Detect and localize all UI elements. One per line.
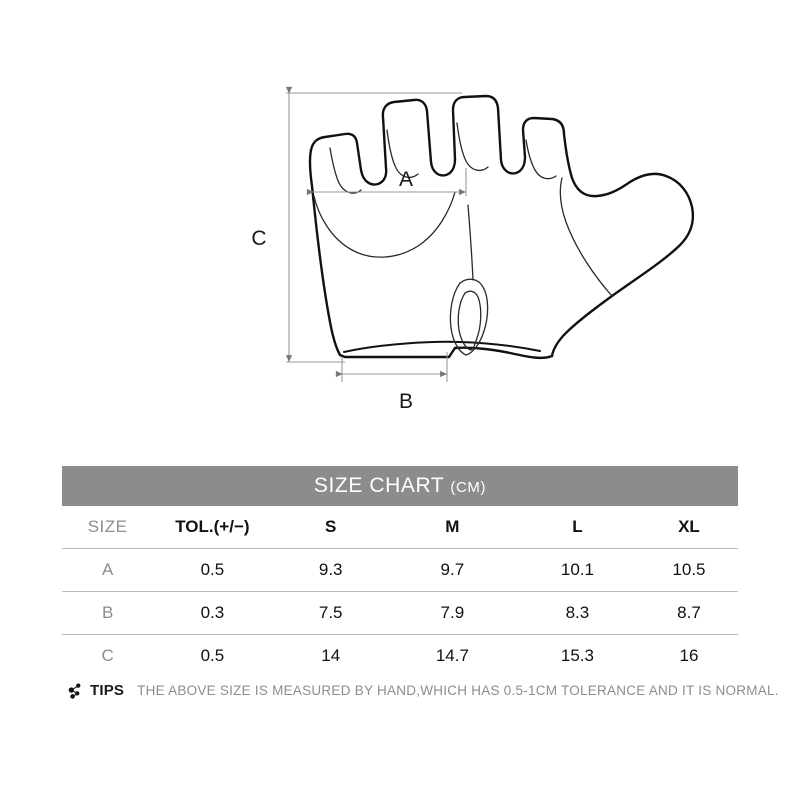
- cell-a-s: 9.3: [318, 560, 343, 579]
- table-header-row: SIZE TOL.(+/−) S M L XL: [62, 506, 738, 549]
- column-header-tolerance: TOL.(+/−): [153, 506, 272, 549]
- table-row: A 0.5 9.3 9.7 10.1 10.5: [62, 549, 738, 592]
- cell-b-l: 8.3: [565, 603, 590, 622]
- cell-a-l: 10.1: [560, 560, 594, 579]
- tips-label: TIPS: [90, 682, 125, 699]
- row-label-b: B: [101, 603, 114, 622]
- cell-c-xl: 16: [679, 646, 699, 665]
- column-header-size: SIZE: [62, 506, 154, 549]
- cell-b-m: 7.9: [440, 603, 465, 622]
- cell-c-l: 15.3: [560, 646, 594, 665]
- table-row: B 0.3 7.5 7.9 8.3 8.7: [62, 592, 738, 635]
- cell-c-s: 14: [321, 646, 341, 665]
- nodes-icon: [68, 683, 81, 699]
- table-title-unit: (CM): [450, 479, 487, 496]
- column-header-m: M: [389, 506, 515, 549]
- glove-diagram-svg: C A B: [251, 86, 694, 413]
- column-header-l: L: [514, 506, 640, 549]
- measurements-table: SIZE TOL.(+/−) S M L XL A 0.5 9.3 9.7 10…: [62, 506, 738, 677]
- glove-illustration: C A B: [251, 86, 694, 413]
- dimension-label-a: A: [399, 168, 413, 191]
- table-row: C 0.5 14 14.7 15.3 16: [62, 635, 738, 678]
- column-header-s: S: [271, 506, 390, 549]
- cell-b-xl: 8.7: [677, 603, 701, 622]
- size-chart-table: SIZE CHART (CM) SIZE TOL.(+/−) S M L XL …: [62, 466, 738, 677]
- dimension-lines: [285, 86, 467, 382]
- dimension-label-b: B: [399, 390, 413, 413]
- table-header-bar: SIZE CHART (CM): [62, 466, 738, 506]
- glove-interior-seams: [313, 122, 613, 356]
- cell-a-tol: 0.5: [200, 560, 225, 579]
- table-title-main: SIZE CHART: [313, 474, 451, 497]
- cell-b-tol: 0.3: [200, 603, 225, 622]
- cell-a-m: 9.7: [440, 560, 465, 579]
- cell-c-tol: 0.5: [200, 646, 225, 665]
- column-header-xl: XL: [639, 506, 738, 549]
- dimension-label-c: C: [251, 227, 266, 250]
- row-label-a: A: [101, 560, 114, 579]
- tips-row: TIPS THE ABOVE SIZE IS MEASURED BY HAND,…: [68, 682, 779, 699]
- cell-a-xl: 10.5: [672, 560, 706, 579]
- glove-outline: [308, 94, 694, 360]
- cell-b-s: 7.5: [318, 603, 343, 622]
- tips-description: THE ABOVE SIZE IS MEASURED BY HAND,WHICH…: [137, 683, 779, 698]
- row-label-c: C: [101, 646, 114, 665]
- cell-c-m: 14.7: [435, 646, 469, 665]
- table-title: SIZE CHART (CM): [314, 474, 486, 498]
